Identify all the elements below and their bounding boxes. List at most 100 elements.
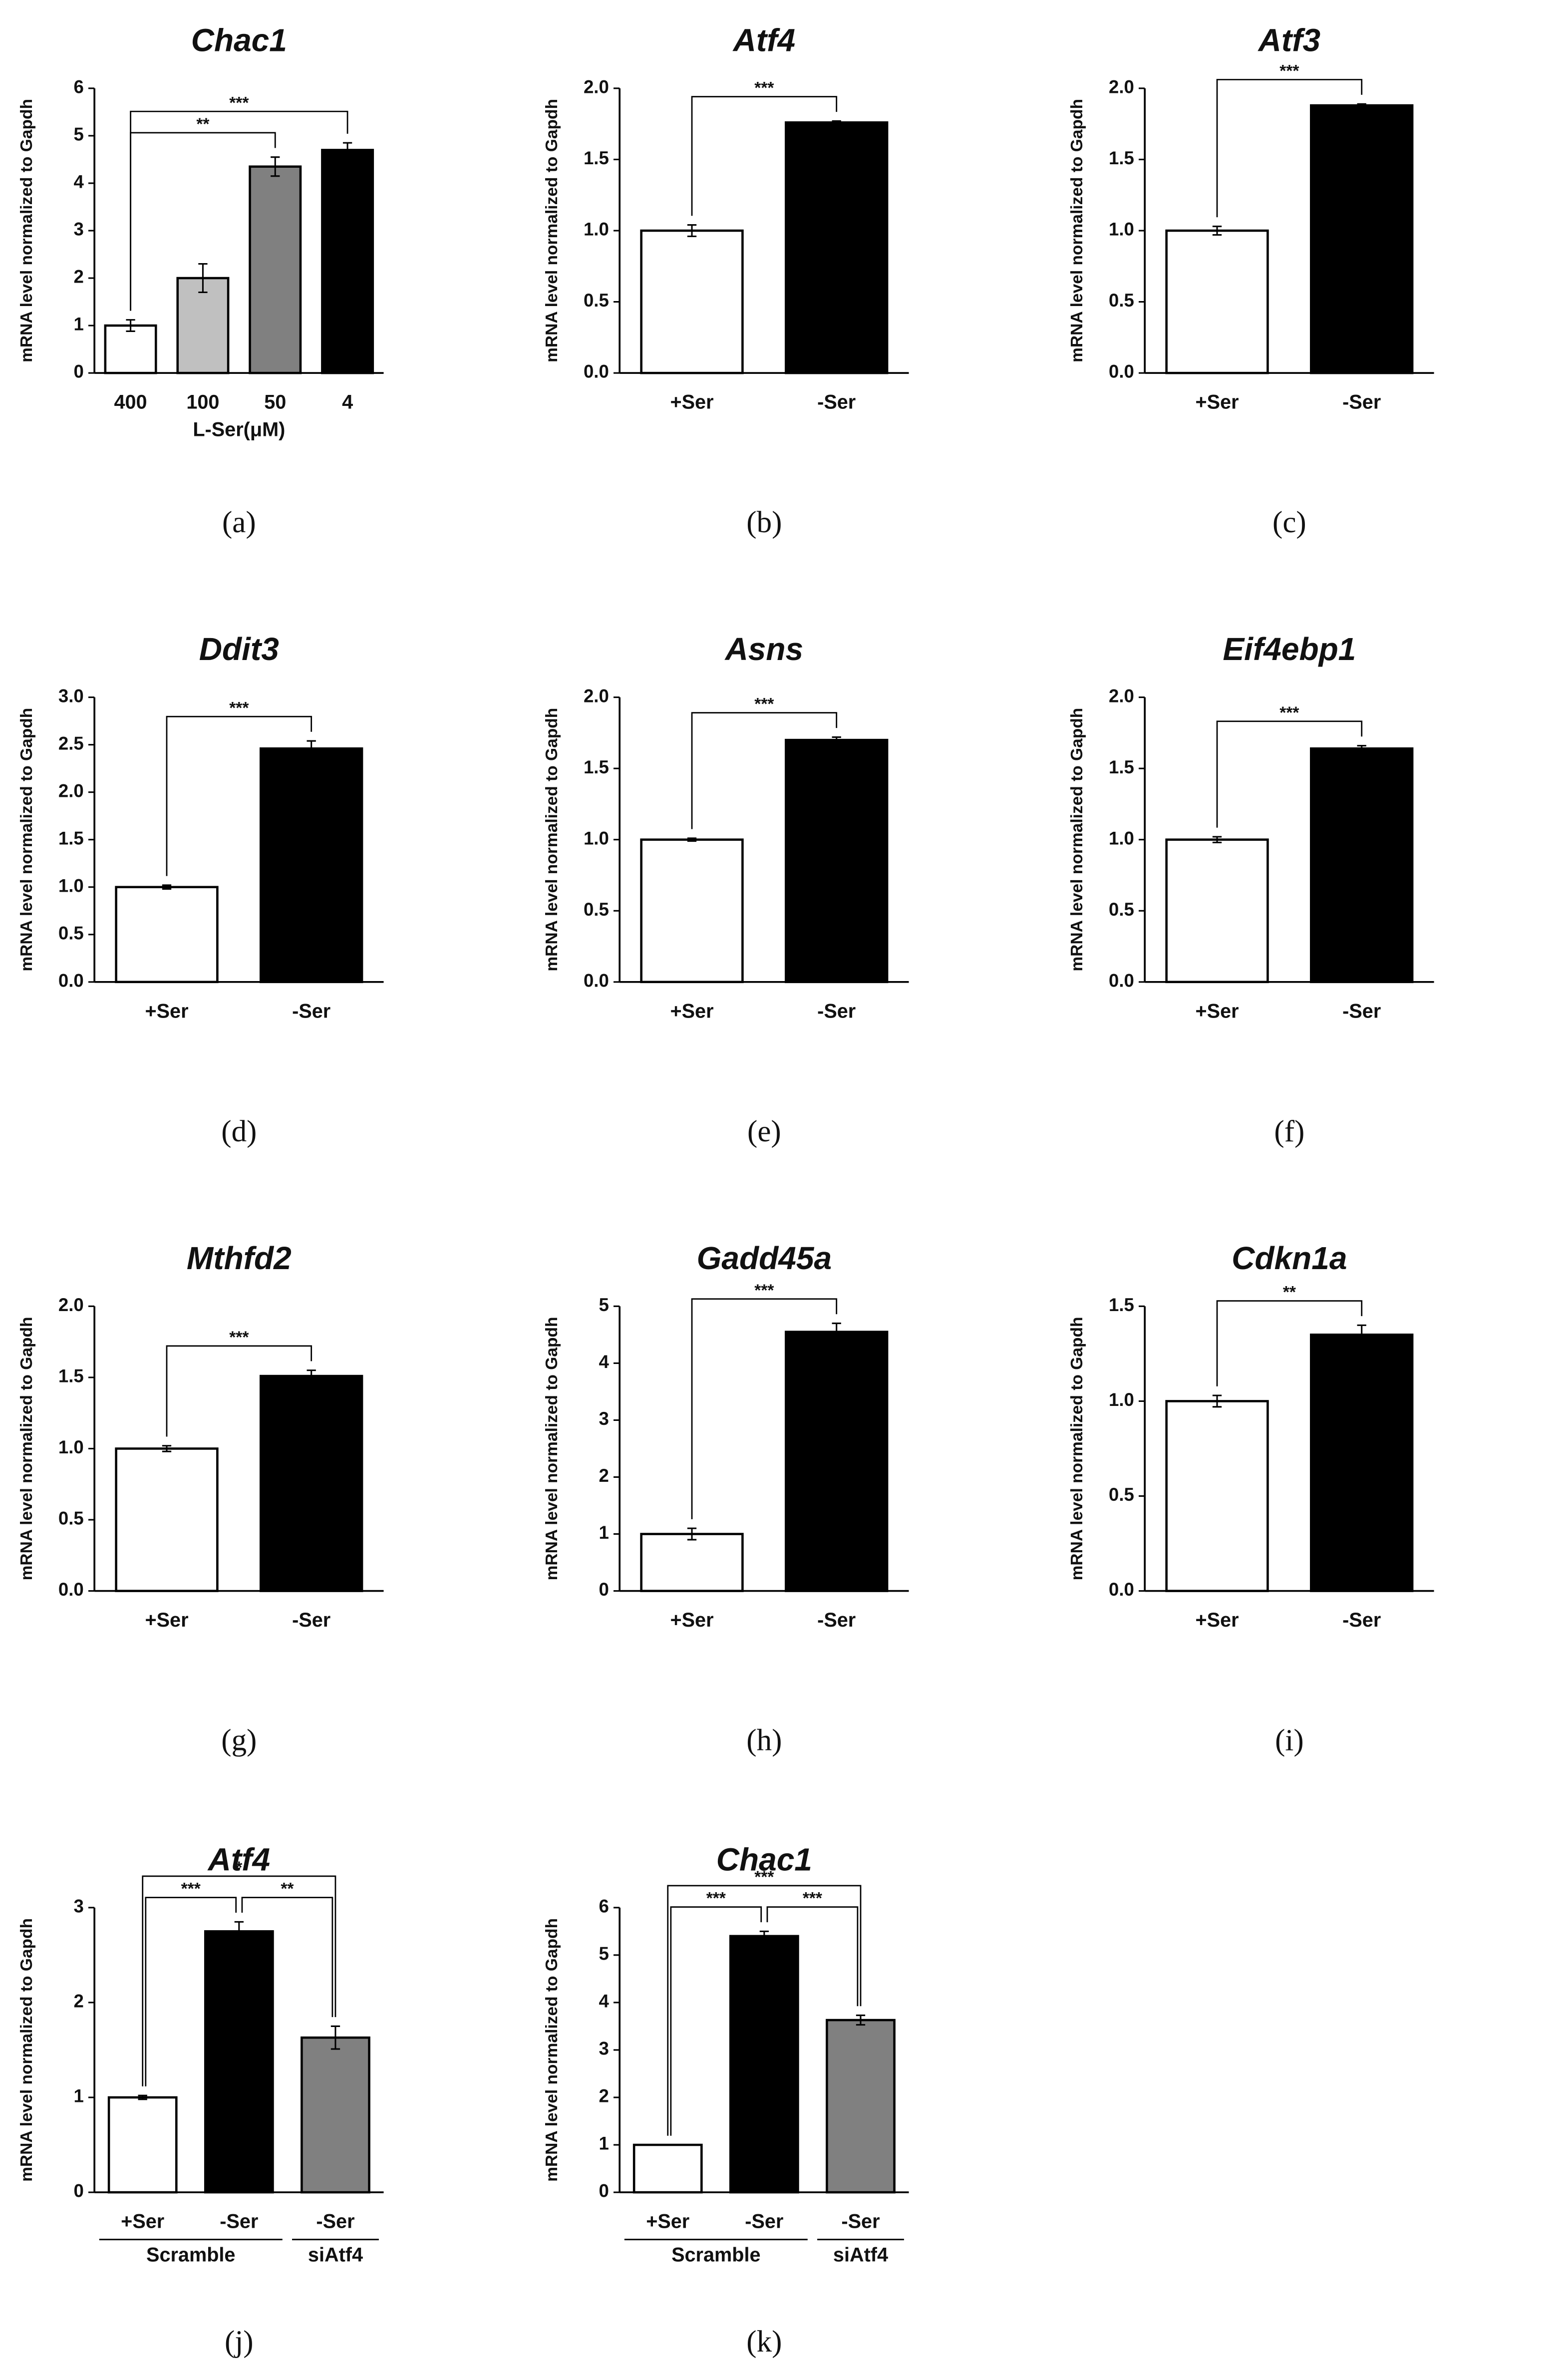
- error-bar: [856, 2015, 866, 2026]
- x-tick-label: +Ser: [1196, 1000, 1239, 1022]
- bar: [640, 229, 744, 374]
- y-tick-label: 2.0: [58, 780, 84, 801]
- y-tick-label: 0.5: [58, 923, 84, 943]
- bar: [115, 1447, 219, 1592]
- significance-bracket: [1216, 720, 1363, 828]
- group-label: siAtf4: [833, 2244, 888, 2266]
- y-tick-label: 1.5: [58, 828, 84, 848]
- y-tick-label: 3.0: [58, 685, 84, 706]
- panel-label: (a): [222, 506, 256, 539]
- y-tick-label: 1.5: [584, 148, 609, 168]
- y-tick-label: 1.5: [58, 1366, 84, 1386]
- error-bar: [832, 736, 841, 744]
- significance-bracket: [130, 110, 348, 311]
- y-tick-label: 6: [73, 77, 83, 97]
- group-label: Scramble: [146, 2244, 235, 2266]
- x-tick-label: -Ser: [1342, 391, 1381, 413]
- y-tick-label: 0.5: [584, 290, 609, 311]
- bar: [785, 1331, 889, 1592]
- chart-title: Eif4ebp1: [1223, 631, 1356, 667]
- y-tick-label: 0.5: [58, 1508, 84, 1529]
- y-tick-label: 5: [73, 124, 83, 145]
- x-tick-label: -Ser: [316, 2211, 354, 2233]
- x-tick-label: +Ser: [1196, 1609, 1239, 1631]
- x-tick-label: -Ser: [817, 1609, 856, 1631]
- x-tick-label: -Ser: [841, 2211, 880, 2233]
- significance-label: ***: [229, 94, 249, 112]
- significance-label: ***: [1279, 703, 1299, 722]
- bar: [640, 838, 744, 984]
- chart-title: Chac1: [716, 1841, 812, 1877]
- panel-label: (d): [221, 1115, 257, 1148]
- bar: [785, 121, 889, 374]
- error-bar: [307, 1369, 316, 1382]
- error-bar: [138, 2094, 147, 2100]
- y-tick-label: 1.5: [1109, 757, 1134, 777]
- x-tick-label: 4: [342, 391, 353, 413]
- x-tick-label: -Ser: [292, 1000, 330, 1022]
- x-tick-label: -Ser: [817, 1000, 856, 1022]
- y-tick-label: 1.0: [1109, 828, 1134, 848]
- bar: [259, 747, 363, 984]
- x-tick-label: +Ser: [670, 1609, 713, 1631]
- bar: [1165, 838, 1269, 984]
- y-tick-label: 0: [73, 2181, 83, 2201]
- x-tick-label: +Ser: [670, 1000, 713, 1022]
- y-tick-label: 0.5: [584, 899, 609, 920]
- bar: [259, 1374, 363, 1592]
- bar: [204, 1930, 274, 2194]
- bar: [115, 886, 219, 984]
- bar: [104, 324, 157, 374]
- significance-bracket: [667, 1885, 862, 2136]
- x-tick-label: +Ser: [670, 391, 713, 413]
- group-label: siAtf4: [308, 2244, 363, 2266]
- error-bar: [687, 224, 697, 237]
- chart-title: Atf4: [207, 1841, 270, 1877]
- significance-label: ***: [754, 1281, 774, 1300]
- x-tick-label: 50: [264, 391, 286, 413]
- y-tick-label: 3: [599, 1408, 609, 1429]
- bar: [176, 277, 230, 374]
- y-axis-label: mRNA level normalized to Gapdh: [17, 99, 36, 362]
- bar: [632, 2143, 703, 2194]
- y-tick-label: 3: [599, 2038, 609, 2059]
- y-axis-label: mRNA level normalized to Gapdh: [543, 1918, 561, 2182]
- significance-bracket: [145, 1897, 237, 2086]
- bar: [321, 149, 374, 374]
- y-tick-label: 4: [599, 1991, 609, 2012]
- bar: [301, 2036, 370, 2194]
- significance-bracket: [166, 715, 313, 876]
- error-bar: [126, 319, 135, 332]
- y-tick-label: 1: [599, 2133, 609, 2154]
- y-tick-label: 0.5: [1109, 899, 1134, 920]
- y-axis-label: mRNA level normalized to Gapdh: [1068, 99, 1086, 362]
- significance-label: ***: [754, 79, 774, 97]
- error-bar: [162, 1445, 172, 1452]
- x-tick-label: +Ser: [646, 2211, 689, 2233]
- x-tick-label: -Ser: [817, 391, 856, 413]
- y-tick-label: 1: [73, 314, 83, 335]
- y-tick-label: 2.5: [58, 733, 84, 753]
- y-tick-label: 1.5: [584, 757, 609, 777]
- error-bar: [342, 142, 352, 158]
- y-axis-label: mRNA level normalized to Gapdh: [1068, 708, 1086, 972]
- y-tick-label: 2.0: [1109, 77, 1134, 97]
- bar: [1310, 104, 1414, 374]
- panel-label: (b): [746, 506, 782, 539]
- y-tick-label: 0.0: [58, 971, 84, 991]
- significance-bracket: [142, 1875, 336, 2086]
- y-tick-label: 5: [599, 1295, 609, 1315]
- y-axis-label: mRNA level normalized to Gapdh: [17, 1317, 36, 1581]
- x-tick-label: -Ser: [1342, 1609, 1381, 1631]
- y-tick-label: 0.0: [584, 971, 609, 991]
- panel-label: (k): [746, 2325, 782, 2359]
- y-tick-label: 0: [599, 2181, 609, 2201]
- panel-label: (i): [1275, 1724, 1304, 1757]
- significance-bracket: [1216, 1300, 1363, 1386]
- chart-title: Atf4: [732, 22, 795, 58]
- significance-label: ***: [229, 699, 249, 717]
- significance-bracket: [691, 1298, 838, 1519]
- x-tick-label: -Ser: [1342, 1000, 1381, 1022]
- chart-title: Asns: [724, 631, 804, 667]
